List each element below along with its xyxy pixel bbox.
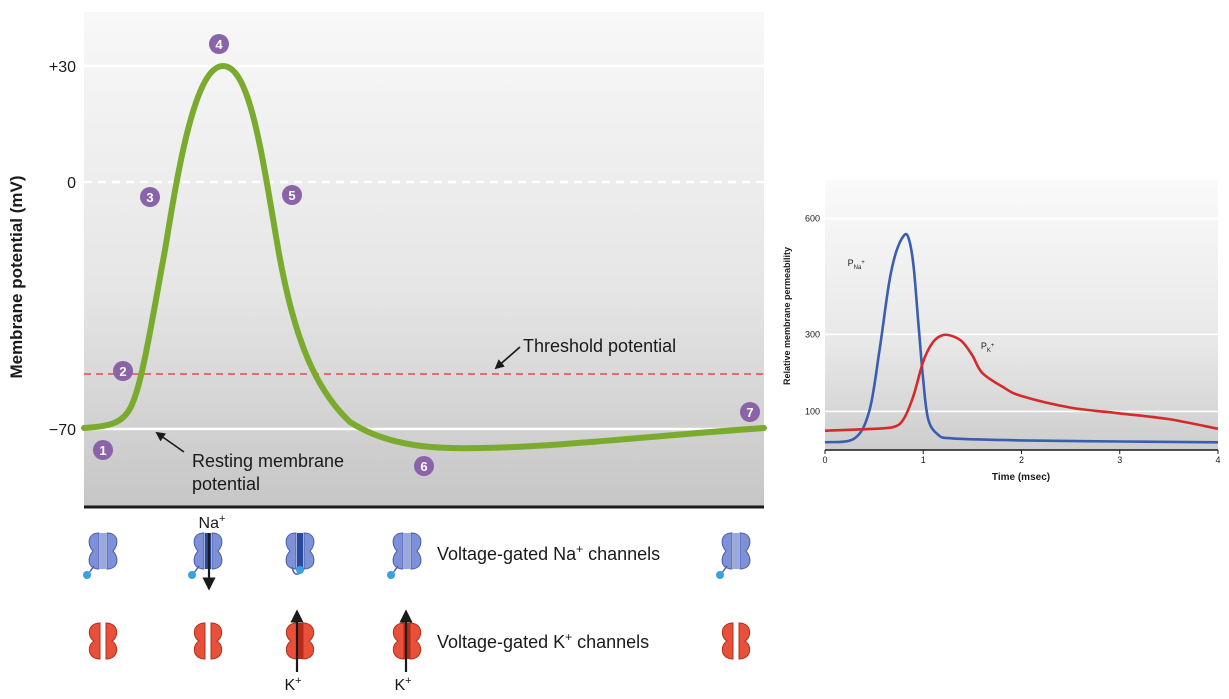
action-potential-panel: Membrane potential (mV) +30 0 −70 Thresh… [7, 12, 767, 509]
y-tick-minus70: −70 [49, 422, 76, 439]
k-ion-label-1: K+ [284, 675, 301, 694]
k-channel-icon-1-k-closed [88, 622, 118, 660]
perm-y-tick-300: 300 [805, 329, 820, 339]
na-channel-icon-2-na-open [188, 532, 223, 579]
y-tick-plus30: +30 [49, 59, 76, 76]
perm-x-axis-label: Time (msec) [992, 472, 1050, 483]
perm-y-tick-600: 600 [805, 214, 820, 224]
k-channels-label: Voltage-gated K+ channels [437, 630, 649, 652]
stage-marker-3: 3 [140, 187, 160, 207]
k-channel-icon-3-k-open [285, 622, 315, 660]
perm-y-tick-100: 100 [805, 406, 820, 416]
stage-marker-2: 2 [113, 361, 133, 381]
k-channel-icon-5-k-closed [721, 622, 751, 660]
svg-text:2: 2 [119, 364, 126, 379]
y-axis-label: Membrane potential (mV) [7, 175, 26, 378]
permeability-chart: 600 300 100 0 1 2 3 4 PNa+ PK+ Time (msec) Rela… [782, 180, 1221, 483]
perm-x-tick-1: 1 [921, 455, 926, 465]
stage-marker-1: 1 [93, 440, 113, 460]
svg-text:1: 1 [99, 443, 106, 458]
perm-y-axis-label: Relative membrane permeability [782, 247, 792, 385]
k-channel-row [88, 622, 751, 660]
perm-x-tick-3: 3 [1117, 455, 1122, 465]
perm-y-ticks: 600 300 100 [805, 214, 820, 417]
resting-arrow [155, 431, 185, 453]
na-channel-icon-4-na-closed [387, 532, 422, 579]
na-channel-icon-1-na-closed [83, 532, 118, 579]
perm-series: PNa+ PK+ [824, 232, 1219, 444]
na-channel-icon-5-na-closed [716, 532, 751, 579]
perm-x-tick-0: 0 [822, 455, 827, 465]
resting-label-line2: potential [192, 474, 260, 494]
perm-x-tick-4: 4 [1215, 455, 1220, 465]
perm-series-label-na: PNa+ [848, 258, 866, 271]
perm-x-tick-2: 2 [1019, 455, 1024, 465]
k-ion-label-2: K+ [394, 675, 411, 694]
na-channel-icon-3-na-inactivated [285, 532, 315, 575]
perm-series-label-k: PK+ [981, 341, 995, 354]
na-ion-label: Na+ [199, 513, 226, 532]
threshold-arrow [494, 346, 521, 370]
k-channel-icon-2-k-closed [193, 622, 223, 660]
threshold-label: Threshold potential [523, 336, 676, 356]
channels-panel: Na+ K+ K+ Voltage-gated Na+ channels Vol… [83, 513, 751, 694]
perm-x-ticks: 0 1 2 3 4 [822, 450, 1221, 465]
y-tick-zero: 0 [67, 175, 76, 192]
stage-marker-7: 7 [740, 402, 760, 422]
resting-label-line1: Resting membrane [192, 451, 344, 471]
svg-text:5: 5 [288, 188, 295, 203]
perm-plot-background [825, 180, 1218, 450]
svg-text:4: 4 [215, 37, 223, 52]
stage-marker-4: 4 [209, 34, 229, 54]
stage-marker-5: 5 [282, 185, 302, 205]
ap-plot-background [84, 12, 764, 507]
svg-text:3: 3 [146, 190, 153, 205]
perm-series-line-na [824, 232, 1219, 444]
svg-text:6: 6 [420, 459, 427, 474]
stage-marker-6: 6 [414, 456, 434, 476]
na-channels-label: Voltage-gated Na+ channels [437, 542, 660, 564]
perm-gridlines [825, 217, 1218, 413]
svg-text:7: 7 [746, 405, 753, 420]
perm-series-line-k [824, 333, 1219, 432]
action-potential-curve [81, 62, 767, 452]
